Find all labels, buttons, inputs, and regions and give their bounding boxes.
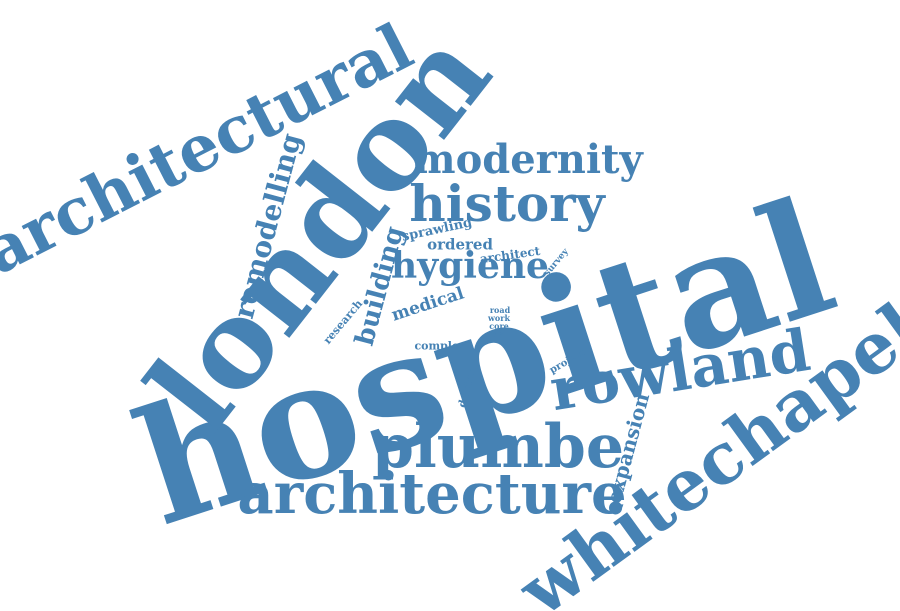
word-core: core [489,321,509,331]
word-ordered: ordered [427,235,493,254]
word-modernity: modernity [413,136,643,183]
word-complex: complex [414,339,466,353]
word-plumbe: plumbe [372,412,624,482]
word-history: history [409,174,605,233]
word-year: year [492,328,510,338]
word-work: work [488,313,510,323]
word-road: road [489,305,511,315]
word-architecture: architecture [237,461,627,527]
word-hygiene: hygiene [391,245,549,287]
